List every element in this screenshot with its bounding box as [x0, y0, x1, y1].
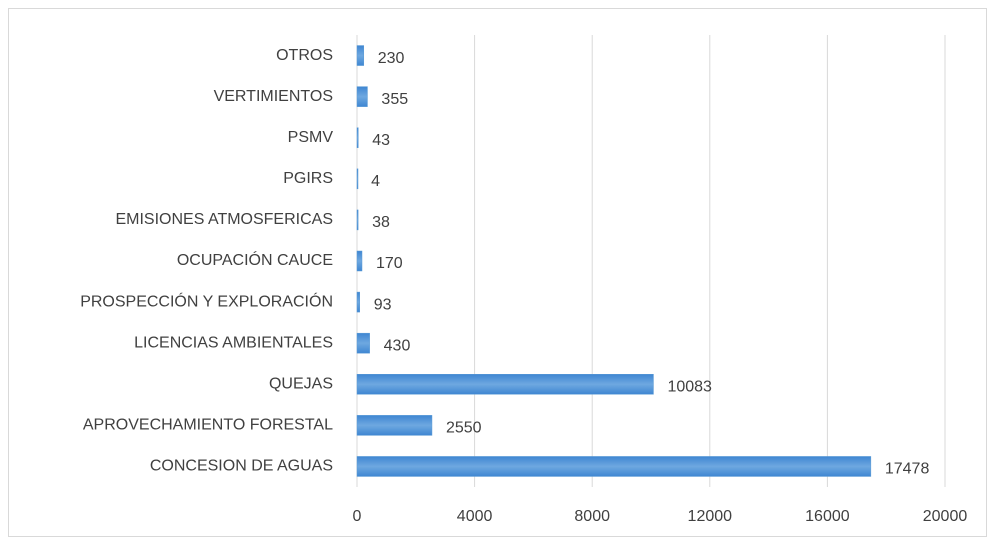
- y-tick-label: PSMV: [288, 129, 334, 146]
- bar: [356, 127, 359, 148]
- value-label: 4: [371, 173, 380, 190]
- value-label: 355: [381, 91, 408, 108]
- y-tick-label: QUEJAS: [269, 375, 333, 392]
- bar: [356, 291, 360, 313]
- y-tick-label: LICENCIAS AMBIENTALES: [134, 334, 333, 351]
- bar: [356, 250, 363, 272]
- x-tick-label: 16000: [805, 508, 850, 525]
- y-tick-label: OTROS: [276, 47, 333, 64]
- bar: [356, 415, 433, 436]
- y-tick-label: VERTIMIENTOS: [214, 88, 333, 105]
- y-tick-label: OCUPACIÓN CAUCE: [177, 250, 333, 269]
- value-label: 10083: [667, 378, 712, 395]
- value-label: 430: [384, 337, 411, 354]
- y-tick-label: APROVECHAMIENTO FORESTAL: [83, 417, 333, 434]
- y-tick-label: EMISIONES ATMOSFERICAS: [115, 211, 333, 228]
- chart-frame: [8, 8, 987, 537]
- y-tick-label: PROSPECCIÓN Y EXPLORACIÓN: [80, 291, 333, 310]
- bar: [356, 45, 365, 66]
- bar: [356, 374, 654, 395]
- y-tick-label: CONCESION DE AGUAS: [150, 458, 333, 475]
- value-label: 43: [372, 132, 390, 149]
- bar: [356, 209, 359, 231]
- x-tick-label: 8000: [574, 508, 610, 525]
- value-label: 93: [374, 296, 392, 313]
- value-label: 2550: [446, 420, 482, 437]
- value-label: 170: [376, 255, 403, 272]
- y-tick-label: PGIRS: [283, 170, 333, 187]
- value-label: 17478: [885, 461, 930, 478]
- value-label: 38: [372, 214, 390, 231]
- x-tick-label: 20000: [923, 508, 968, 525]
- x-tick-label: 0: [353, 508, 362, 525]
- bar: [356, 332, 370, 354]
- value-label: 230: [378, 50, 405, 67]
- bar: [356, 456, 872, 477]
- x-tick-label: 4000: [457, 508, 493, 525]
- x-tick-label: 12000: [688, 508, 733, 525]
- bar: [356, 86, 368, 107]
- bar: [356, 168, 359, 190]
